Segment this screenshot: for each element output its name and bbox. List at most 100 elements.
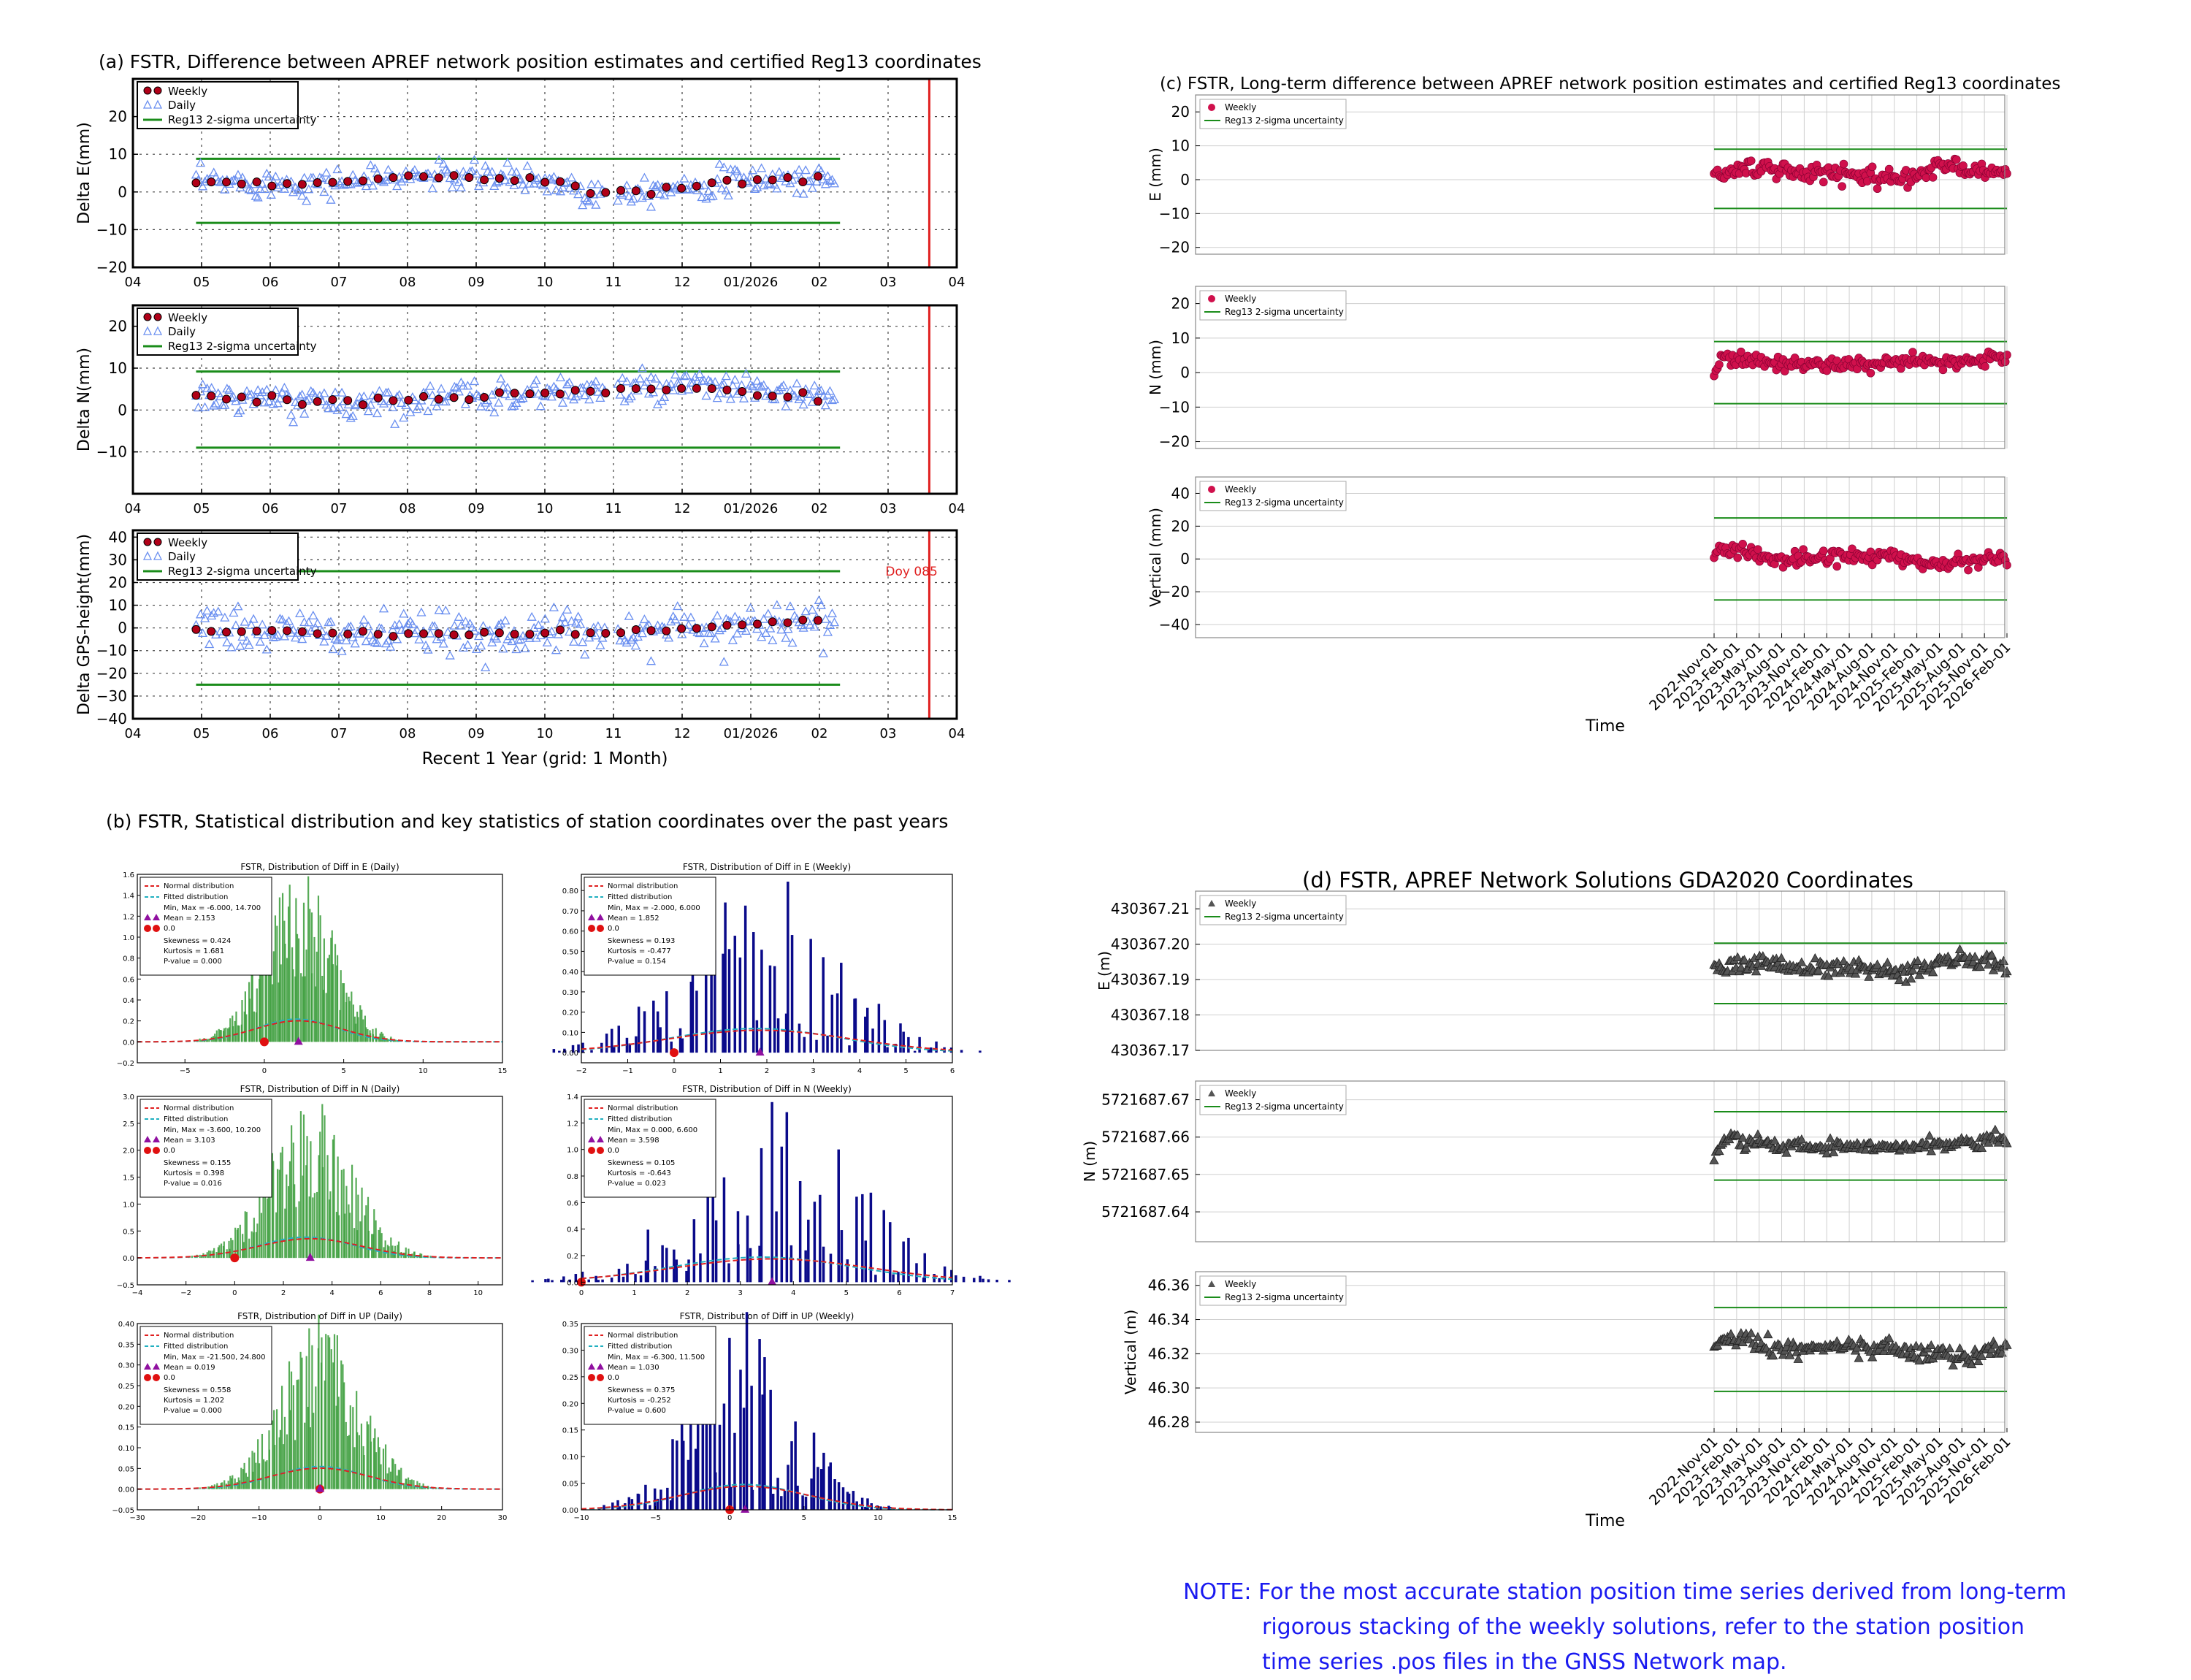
weekly-point	[1714, 1145, 1724, 1156]
daily-point	[337, 646, 347, 655]
legend-zero-marker	[588, 1147, 595, 1154]
weekly-point	[601, 389, 611, 398]
histogram-bar	[708, 1370, 712, 1510]
legend-fitted-label: Fitted distribution	[608, 893, 672, 901]
legend-mean-marker	[153, 914, 160, 920]
histogram-bar	[288, 1161, 291, 1259]
histogram-bar	[238, 1480, 240, 1489]
histogram-bar	[370, 1033, 372, 1042]
y-tick-label: −20	[1159, 433, 1190, 451]
histogram-bar	[351, 1164, 353, 1259]
weekly-point	[601, 628, 611, 638]
histogram-bar	[299, 1351, 302, 1489]
histogram-bar	[342, 1364, 344, 1489]
daily-point	[595, 393, 605, 402]
daily-point	[313, 618, 323, 627]
mean-marker	[741, 1505, 750, 1513]
histogram-bar	[699, 1253, 702, 1283]
legend-sigma-label: Reg13 2-sigma uncertainty	[1225, 912, 1344, 922]
legend-zero-marker	[144, 1147, 151, 1154]
x-tick-label: 04	[949, 726, 966, 741]
daily-point	[246, 619, 256, 629]
daily-point	[745, 379, 756, 389]
histogram-bar	[267, 1184, 269, 1259]
daily-point	[641, 621, 652, 630]
daily-point	[825, 619, 836, 629]
weekly-point	[1944, 1343, 1955, 1353]
weekly-point	[783, 392, 792, 402]
histogram-bar	[226, 1028, 229, 1042]
histogram-bar	[852, 1491, 855, 1510]
weekly-point	[283, 395, 292, 405]
histogram-bar	[295, 898, 297, 1042]
weekly-point	[783, 173, 792, 183]
histogram-bar	[841, 1487, 845, 1510]
daily-point	[306, 386, 316, 395]
histogram-bar	[300, 973, 302, 1042]
daily-point	[460, 616, 471, 626]
normal-curve	[581, 1029, 953, 1051]
daily-point	[787, 389, 798, 398]
legend-sigma-label: Reg13 2-sigma uncertainty	[1225, 307, 1344, 317]
histogram-title: FSTR, Distribution of Diff in N (Weekly)	[682, 1084, 852, 1094]
stat-zero: 0.0	[608, 1147, 619, 1155]
daily-point	[277, 614, 288, 624]
histogram-bar	[722, 1177, 726, 1283]
histogram-bar	[217, 1247, 219, 1259]
daily-point	[798, 622, 808, 632]
daily-point	[332, 164, 343, 174]
daily-point	[745, 172, 756, 181]
x-tick-label: 10	[473, 1289, 483, 1297]
daily-point	[324, 617, 334, 627]
daily-point	[626, 635, 636, 644]
y-tick-label: 430367.18	[1111, 1007, 1190, 1024]
y-tick-label: 5721687.67	[1101, 1091, 1190, 1109]
daily-point	[456, 182, 466, 191]
histogram-bar	[728, 1337, 731, 1510]
histogram-bar	[704, 958, 708, 1053]
histogram-bar	[343, 983, 345, 1042]
weekly-point	[1998, 955, 2009, 965]
legend-weekly-marker	[153, 538, 162, 546]
y-tick-label: 0	[118, 183, 127, 201]
weekly-point	[373, 393, 383, 402]
histogram-bar	[374, 1428, 376, 1489]
histogram-bar	[771, 1101, 773, 1283]
histogram-bar	[284, 1208, 286, 1259]
weekly-point	[1968, 957, 1978, 966]
daily-point	[761, 173, 771, 183]
y-tick-label: 0.2	[123, 1018, 134, 1026]
x-tick-label: 11	[605, 726, 622, 741]
daily-point	[361, 636, 371, 646]
daily-point	[231, 175, 241, 185]
weekly-point	[768, 392, 777, 401]
y-tick-label: 0.00	[562, 1507, 578, 1515]
histogram-bar	[763, 1357, 766, 1510]
histogram-bar	[333, 1134, 335, 1259]
histogram-bar	[634, 1274, 637, 1283]
daily-point	[703, 186, 714, 195]
histogram-bar	[324, 1115, 326, 1259]
daily-point	[509, 400, 519, 410]
daily-point	[776, 625, 787, 634]
histogram-bar	[879, 1506, 882, 1510]
weekly-point	[207, 392, 216, 401]
histogram-bar	[244, 1211, 246, 1259]
y-axis-label: N (m)	[1081, 1141, 1098, 1182]
histogram-bar	[822, 1246, 825, 1283]
y-tick-label: 1.2	[567, 1120, 578, 1128]
x-tick-label: 5	[802, 1514, 806, 1522]
histogram-bar	[275, 1409, 278, 1489]
histogram-bar	[396, 1475, 398, 1489]
weekly-point	[328, 395, 337, 405]
legend-zero-marker	[588, 1374, 595, 1381]
daily-point	[670, 614, 681, 624]
y-tick-label: 430367.17	[1111, 1042, 1190, 1059]
legend-weekly-marker	[1208, 1090, 1215, 1096]
daily-point	[425, 628, 435, 638]
daily-point	[334, 402, 345, 412]
daily-point	[814, 595, 824, 604]
title-b: (b) FSTR, Statistical distribution and k…	[106, 811, 949, 832]
histogram-bar	[617, 1268, 621, 1283]
